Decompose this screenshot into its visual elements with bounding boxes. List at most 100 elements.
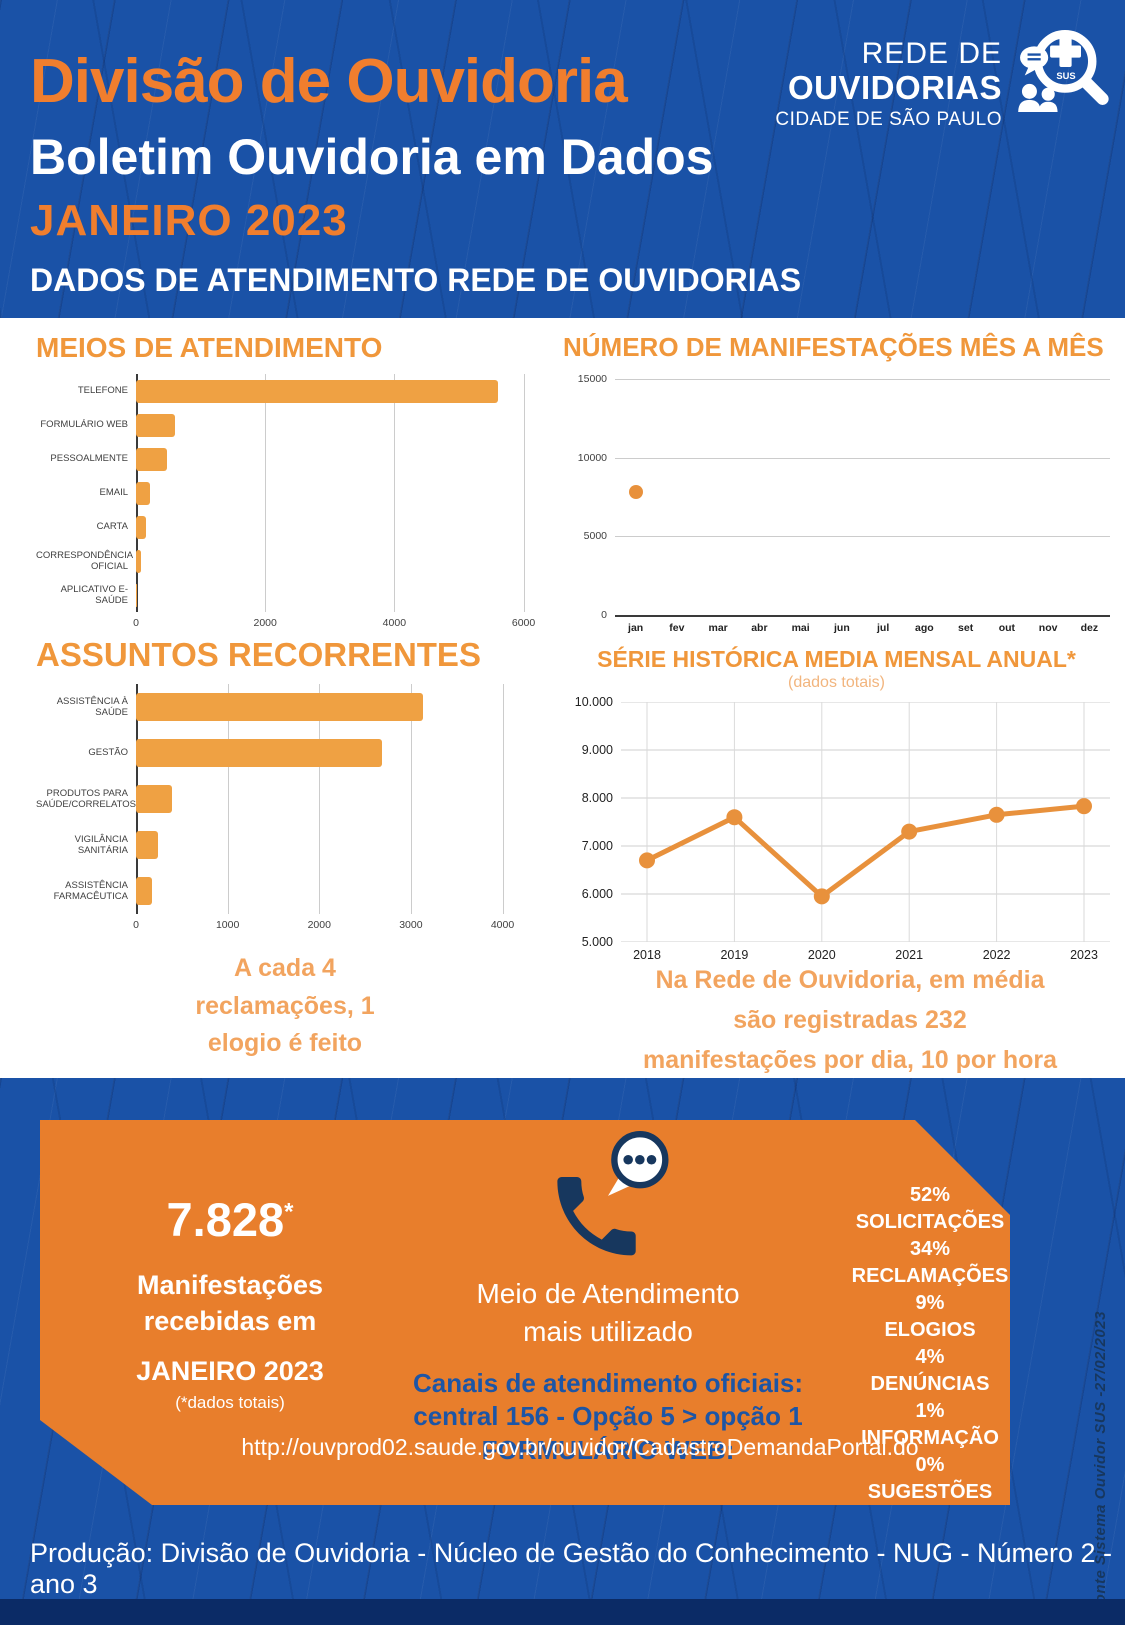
bar	[136, 693, 423, 721]
category-label: ASSISTÊNCIA À SAÚDE	[56, 695, 128, 718]
stat-label: RECLAMAÇÕES	[851, 1265, 1009, 1287]
x-tick-label: 6000	[511, 617, 536, 629]
official-channels: Canais de atendimento oficiais: central …	[412, 1367, 804, 1466]
stat-percent: 9%	[915, 1292, 945, 1314]
x-axis: jan fev mar abr mai jun jul ago set out nov dez	[615, 622, 1110, 634]
x-tick-label: 2000	[307, 919, 331, 931]
stat-label: SUGESTÕES	[867, 1481, 993, 1503]
x-tick-label: 3000	[399, 919, 423, 931]
x-tick-label: fev	[669, 622, 685, 634]
x-tick-label: 2000	[253, 617, 277, 629]
gridline	[615, 379, 1110, 380]
category-label: ASSISTÊNCIA FARMACÊUTICA	[53, 879, 128, 902]
bar-row: TELEFONE	[36, 374, 536, 408]
bar	[136, 785, 172, 813]
callout-media-diaria: Na Rede de Ouvidoria, em média são regis…	[642, 966, 1057, 1074]
x-tick-label: 2018	[633, 948, 661, 962]
gridline	[319, 684, 321, 914]
bar-track	[136, 739, 530, 767]
logo-line2: OUVIDORIAS	[787, 68, 1002, 106]
x-tick-label: mai	[791, 622, 810, 634]
bar-track	[136, 413, 530, 437]
logo-line1: REDE DE	[861, 37, 1002, 70]
x-tick-label: 2022	[982, 948, 1011, 962]
category-label: CORRESPONDÊNCIA OFICIAL	[36, 549, 134, 572]
bottom-strip	[0, 1599, 1125, 1625]
chart-title: NÚMERO DE MANIFESTAÇÕES MÊS A MÊS	[563, 332, 1104, 362]
y-tick-label: 10.000	[574, 695, 613, 709]
x-tick-label: 0	[133, 919, 139, 931]
x-tick-label: dez	[1080, 622, 1099, 634]
bar-row: CORRESPONDÊNCIA OFICIAL	[36, 544, 536, 578]
category-label: PESSOALMENTE	[50, 453, 128, 465]
charts-area: MEIOS DE ATENDIMENTO TELEFONE FORMULÁRIO …	[0, 318, 1125, 1078]
x-tick-label: out	[998, 622, 1016, 634]
y-tick-label: 0	[601, 609, 607, 621]
stat-label: SOLICITAÇÕES	[855, 1211, 1005, 1233]
category-label: GESTÃO	[88, 747, 128, 759]
y-tick-label: 6.000	[581, 887, 613, 901]
stat-label: INFORMAÇÃO	[861, 1427, 999, 1449]
summary-box: 7.828* Manifestações recebidas em JANEIR…	[40, 1120, 1010, 1505]
meios-de-atendimento-chart: MEIOS DE ATENDIMENTO TELEFONE FORMULÁRIO …	[36, 332, 536, 632]
bar-track	[136, 379, 530, 403]
stat-label: DENÚNCIAS	[870, 1373, 990, 1395]
x-tick-label: mar	[708, 622, 728, 634]
chart-plot: 10.000 9.000 8.000 7.000 6.000 5.000 2018 2019 2…	[575, 695, 1110, 962]
x-tick-label: abr	[751, 622, 768, 634]
form-url[interactable]: http://ouvprod02.saude.gov.br/ouvidor/Ca…	[241, 1434, 919, 1460]
x-axis: 0 2000 4000 6000	[133, 612, 535, 632]
category-label: APLICATIVO E-SAÚDE	[60, 583, 128, 606]
x-tick-label: jul	[877, 622, 890, 634]
x-tick-label: ago	[915, 622, 934, 634]
bar-track	[136, 877, 530, 905]
bar	[136, 447, 167, 471]
stats-breakdown: 52% SOLICITAÇÕES 34% RECLAMAÇÕES 9% ELOGIOS 4%…	[822, 1182, 1010, 1505]
bar	[136, 413, 176, 437]
gridline	[502, 684, 504, 914]
y-tick-label: 5000	[583, 530, 607, 543]
bar-row: ASSISTÊNCIA FARMACÊUTICA	[36, 868, 536, 914]
category-label: EMAIL	[99, 487, 128, 499]
y-tick-label: 7.000	[581, 839, 613, 853]
bar	[136, 549, 142, 573]
x-tick-label: 2023	[1070, 948, 1098, 962]
svg-text:SUS: SUS	[1056, 71, 1075, 81]
chart-plot: 15000 10000 5000 0	[578, 373, 1110, 621]
chart-subtitle: (dados totais)	[788, 674, 885, 691]
production-note: Produção: Divisão de Ouvidoria - Núcleo …	[30, 1538, 1112, 1599]
assuntos-recorrentes-chart: ASSUNTOS RECORRENTES ASSISTÊNCIA À SAÚDE…	[36, 636, 536, 934]
bar-track	[136, 583, 530, 607]
page-subtitle: Boletim Ouvidoria em Dados	[30, 129, 714, 185]
x-axis: 0 1000 2000 3000 4000	[133, 914, 530, 934]
bar-row: VIGILÂNCIA SANITÁRIA	[36, 822, 536, 868]
bar	[136, 831, 158, 859]
bar	[136, 515, 146, 539]
data-point	[628, 484, 643, 499]
category-label: VIGILÂNCIA SANITÁRIA	[74, 833, 128, 856]
header: Divisão de Ouvidoria Boletim Ouvidoria e…	[0, 0, 1125, 318]
y-tick-label: 5.000	[581, 935, 613, 949]
callout-elogios: A cada 4 reclamações, 1 elogio é feito	[195, 954, 375, 1057]
gridline	[410, 684, 412, 914]
bar-track	[136, 785, 530, 813]
bar-row: PESSOALMENTE	[36, 442, 536, 476]
serie-historica-chart: SÉRIE HISTÓRICA MEDIA MENSAL ANUAL* (dad…	[563, 646, 1110, 962]
logo-text: REDE DE OUVIDORIAS CIDADE DE SÃO PAULO	[775, 38, 1002, 131]
stat-label: ELOGIOS	[884, 1319, 976, 1341]
x-tick-label: jan	[628, 622, 644, 634]
bar	[136, 877, 153, 905]
bar-row: FORMULÁRIO WEB	[36, 408, 536, 442]
rede-ouvidorias-logo: REDE DE OUVIDORIAS CIDADE DE SÃO PAULO S…	[775, 22, 1111, 131]
total-manifestations: 7.828* Manifestações recebidas em JANEIR…	[55, 1192, 405, 1413]
stat-percent: 0%	[915, 1454, 945, 1476]
bar	[136, 379, 498, 403]
chart-title: ASSUNTOS RECORRENTES	[36, 636, 481, 673]
x-tick-label: nov	[1038, 622, 1058, 634]
x-tick-label: 2020	[807, 948, 836, 962]
phone-chat-icon	[557, 1131, 669, 1256]
stat-percent: 1%	[915, 1400, 945, 1422]
channel-caption: Meio de Atendimento mais utilizado	[476, 1278, 740, 1347]
total-value: 7.828	[166, 1193, 285, 1246]
most-used-channel: Meio de Atendimento mais utilizado Canai…	[408, 1130, 808, 1468]
